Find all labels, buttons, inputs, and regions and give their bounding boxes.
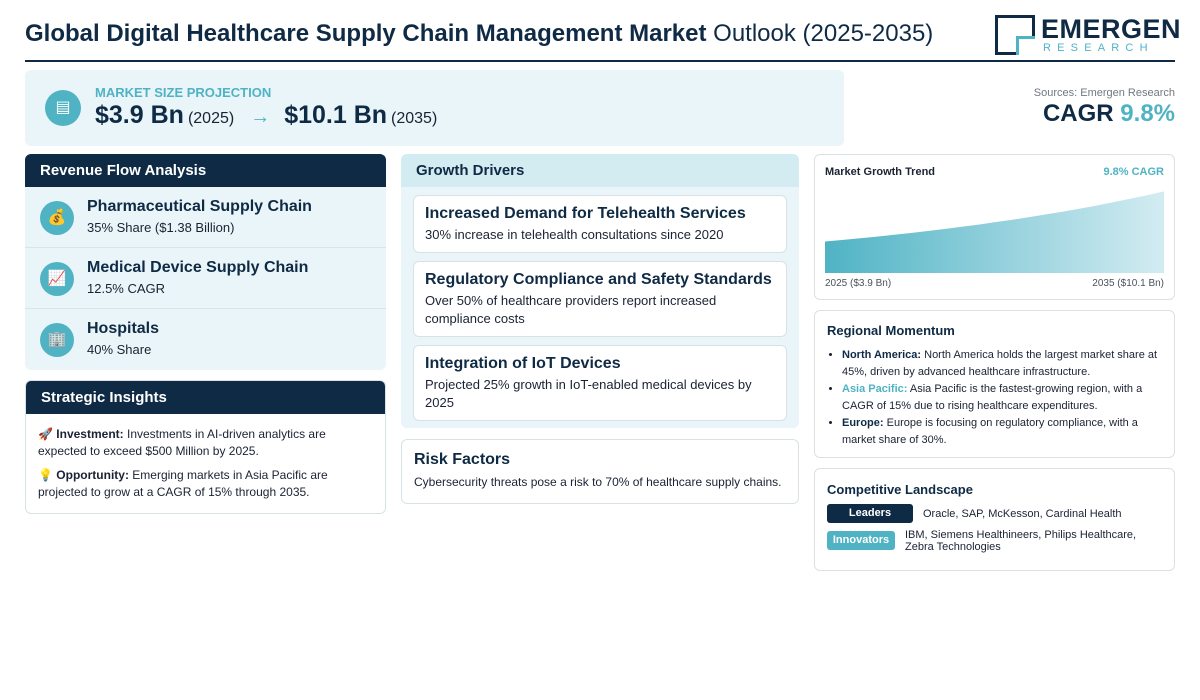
revenue-flow-title: Revenue Flow Analysis <box>25 154 386 187</box>
arrow-right-icon: → <box>250 106 271 128</box>
start-value: $3.9 Bn <box>95 101 184 129</box>
page-title-rest: Outlook (2025-2035) <box>706 20 934 47</box>
driver-item: Integration of IoT Devices Projected 25%… <box>413 345 787 421</box>
insight-text: Investments in AI-driven analytics are e… <box>38 427 326 458</box>
trend-chart-icon: 📈 <box>40 262 74 296</box>
growth-area-chart <box>825 191 1164 273</box>
strategic-insights-title: Strategic Insights <box>26 381 385 414</box>
end-value: $10.1 Bn <box>284 101 388 129</box>
rocket-icon: 🚀 <box>38 427 53 441</box>
cagr-summary: CAGR 9.8% <box>1043 100 1175 128</box>
insight-investment: 🚀 Investment: Investments in AI-driven a… <box>38 426 373 460</box>
end-year: (2035) <box>391 110 438 127</box>
list-item: Europe: Europe is focusing on regulatory… <box>842 415 1162 448</box>
risk-factors-title: Risk Factors <box>414 451 511 468</box>
trend-title: Market Growth Trend <box>825 166 936 178</box>
chart-icon: ▤ <box>45 90 81 126</box>
driver-item: Regulatory Compliance and Safety Standar… <box>413 261 787 337</box>
page-title-bold: Global Digital Healthcare Supply Chain M… <box>25 20 707 47</box>
revenue-item-title: Medical Device Supply Chain <box>87 259 309 276</box>
market-size-projection: ▤ MARKET SIZE PROJECTION $3.9 Bn (2025) → $… <box>25 70 844 146</box>
revenue-item-title: Pharmaceutical Supply Chain <box>87 198 312 215</box>
growth-drivers-title: Growth Drivers <box>401 154 799 187</box>
insight-label: Investment: <box>56 427 124 441</box>
market-growth-trend-card: Market Growth Trend 9.8% CAGR 2025 ($3.9… <box>814 154 1175 300</box>
risk-factors-desc: Cybersecurity threats pose a risk to 70%… <box>414 475 782 489</box>
projection-values: $3.9 Bn (2025) → $10.1 Bn (2035) <box>95 101 437 130</box>
trend-end-label: 2035 ($10.1 Bn) <box>1092 278 1164 289</box>
sources-note: Sources: Emergen Research <box>1033 87 1175 99</box>
innovators-badge: Innovators <box>827 531 895 550</box>
revenue-item-sub: 35% Share ($1.38 Billion) <box>87 220 235 235</box>
leaders-list: Oracle, SAP, McKesson, Cardinal Health <box>923 508 1122 520</box>
leaders-badge: Leaders <box>827 504 913 523</box>
region-text: Asia Pacific is the fastest-growing regi… <box>842 383 1143 412</box>
revenue-flow-card: Revenue Flow Analysis 💰 Pharmaceutical S… <box>25 154 386 370</box>
revenue-item: 📈 Medical Device Supply Chain 12.5% CAGR <box>25 248 386 309</box>
regional-momentum-card: Regional Momentum North America: North A… <box>814 310 1175 458</box>
region-text: Europe is focusing on regulatory complia… <box>842 417 1138 446</box>
region-text: North America holds the largest market s… <box>842 349 1158 378</box>
trend-start-label: 2025 ($3.9 Bn) <box>825 278 892 289</box>
region-name: North America: <box>842 349 922 361</box>
competitive-landscape-title: Competitive Landscape <box>827 482 973 497</box>
regional-list: North America: North America holds the l… <box>827 347 1162 448</box>
driver-title: Regulatory Compliance and Safety Standar… <box>425 271 772 288</box>
revenue-item: 💰 Pharmaceutical Supply Chain 35% Share … <box>25 187 386 248</box>
emergen-logo: EMERGEN RESEARCH <box>995 14 1181 56</box>
page-header: Global Digital Healthcare Supply Chain M… <box>25 12 1181 62</box>
lightbulb-icon: 💡 <box>38 468 53 482</box>
competitive-landscape-card: Competitive Landscape Leaders Oracle, SA… <box>814 468 1175 571</box>
list-item: Asia Pacific: Asia Pacific is the fastes… <box>842 381 1162 414</box>
driver-desc: Projected 25% growth in IoT-enabled medi… <box>425 377 752 410</box>
trend-cagr: 9.8% CAGR <box>1103 166 1164 178</box>
cagr-label: CAGR <box>1042 100 1114 127</box>
list-item: North America: North America holds the l… <box>842 347 1162 380</box>
insight-text: Emerging markets in Asia Pacific are pro… <box>38 468 328 499</box>
driver-item: Increased Demand for Telehealth Services… <box>413 195 787 253</box>
projection-label: MARKET SIZE PROJECTION <box>95 85 272 100</box>
driver-desc: Over 50% of healthcare providers report … <box>425 293 717 326</box>
leaders-row: Leaders Oracle, SAP, McKesson, Cardinal … <box>827 504 1167 524</box>
logo-subtitle: RESEARCH <box>1043 42 1154 54</box>
revenue-item-sub: 12.5% CAGR <box>87 281 166 296</box>
cagr-value: 9.8% <box>1120 100 1175 127</box>
driver-title: Integration of IoT Devices <box>425 355 621 372</box>
growth-area-series <box>825 191 1164 273</box>
risk-factors-card: Risk Factors Cybersecurity threats pose … <box>401 439 799 504</box>
driver-desc: 30% increase in telehealth consultations… <box>425 227 724 242</box>
revenue-item: 🏢 Hospitals 40% Share <box>25 309 386 370</box>
page-title: Global Digital Healthcare Supply Chain M… <box>25 20 933 48</box>
driver-title: Increased Demand for Telehealth Services <box>425 205 746 222</box>
money-bag-icon: 💰 <box>40 201 74 235</box>
region-name: Asia Pacific: <box>842 383 908 395</box>
start-year: (2025) <box>187 110 235 127</box>
growth-drivers-card: Growth Drivers Increased Demand for Tele… <box>401 154 799 428</box>
strategic-insights-card: Strategic Insights 🚀 Investment: Investm… <box>25 380 386 514</box>
regional-momentum-title: Regional Momentum <box>827 323 955 338</box>
hospital-icon: 🏢 <box>40 323 74 357</box>
revenue-item-sub: 40% Share <box>87 342 152 357</box>
insight-label: Opportunity: <box>56 468 129 482</box>
innovators-list: IBM, Siemens Healthineers, Philips Healt… <box>905 529 1137 553</box>
logo-mark-icon <box>995 15 1035 55</box>
region-name: Europe: <box>842 417 884 429</box>
innovators-row: Innovators IBM, Siemens Healthineers, Ph… <box>827 529 1167 555</box>
insight-opportunity: 💡 Opportunity: Emerging markets in Asia … <box>38 467 373 501</box>
logo-wordmark: EMERGEN <box>1041 14 1182 44</box>
revenue-item-title: Hospitals <box>87 320 160 337</box>
